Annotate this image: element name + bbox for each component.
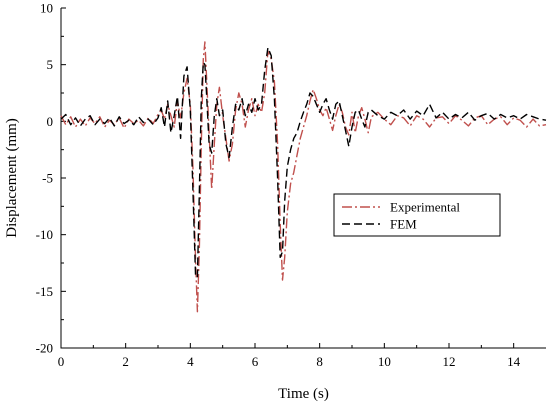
y-tick-label: -20 — [36, 341, 53, 356]
x-tick-label: 6 — [252, 354, 259, 369]
x-tick-label: 4 — [187, 354, 194, 369]
x-tick-label: 10 — [378, 354, 391, 369]
series-layer — [60, 41, 547, 313]
y-axis-title: Displacement (mm) — [4, 118, 20, 238]
x-tick-label: 0 — [58, 354, 65, 369]
series-line-fem — [60, 47, 547, 279]
x-tick-label: 12 — [443, 354, 456, 369]
y-tick-label: 0 — [47, 114, 54, 129]
ticks: 0 2 4 6 8 10 12 14 -20 -15 -10 -5 0 5 10 — [36, 1, 521, 370]
legend-label-fem: FEM — [390, 217, 417, 232]
y-tick-label: -5 — [42, 171, 53, 186]
y-tick-label: 10 — [40, 1, 53, 16]
y-tick-label: -10 — [36, 227, 53, 242]
y-tick-label: 5 — [47, 57, 54, 72]
x-tick-label: 2 — [122, 354, 129, 369]
x-tick-label: 14 — [507, 354, 521, 369]
axes — [60, 8, 546, 349]
legend-label-experimental: Experimental — [390, 200, 460, 215]
y-tick-label: -15 — [36, 284, 53, 299]
legend: Experimental FEM — [333, 193, 501, 237]
x-tick-label: 8 — [316, 354, 323, 369]
series-line-experimental — [60, 41, 547, 313]
axis-frame — [60, 8, 546, 349]
legend-box — [333, 193, 501, 237]
x-axis-title: Time (s) — [278, 386, 329, 402]
